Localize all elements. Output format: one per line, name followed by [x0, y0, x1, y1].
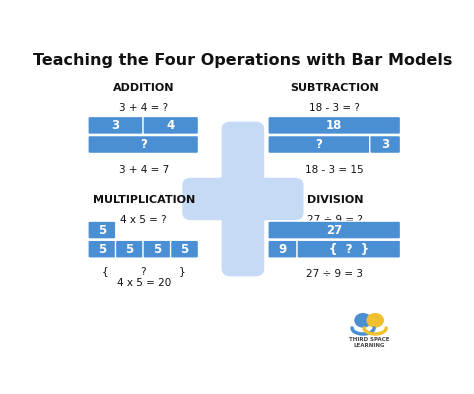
Text: MULTIPLICATION: MULTIPLICATION: [92, 195, 195, 206]
Text: 5: 5: [98, 243, 106, 256]
Text: ?: ?: [140, 138, 146, 151]
Text: {  ?  }: { ? }: [328, 243, 369, 256]
Circle shape: [367, 314, 383, 327]
Text: 18 - 3 = ?: 18 - 3 = ?: [310, 103, 360, 113]
Text: 18: 18: [326, 119, 342, 132]
Text: 5: 5: [181, 243, 189, 256]
Text: THIRD SPACE: THIRD SPACE: [349, 337, 389, 342]
Text: 27: 27: [326, 223, 342, 236]
Text: Teaching the Four Operations with Bar Models: Teaching the Four Operations with Bar Mo…: [33, 54, 453, 69]
Text: 5: 5: [98, 223, 106, 236]
Text: SUBTRACTION: SUBTRACTION: [291, 83, 379, 93]
FancyBboxPatch shape: [182, 178, 303, 220]
FancyBboxPatch shape: [171, 240, 199, 258]
Text: LEARNING: LEARNING: [353, 343, 385, 348]
FancyBboxPatch shape: [88, 136, 199, 154]
Text: ADDITION: ADDITION: [113, 83, 174, 93]
Text: 4 x 5 = 20: 4 x 5 = 20: [117, 278, 171, 288]
FancyBboxPatch shape: [370, 136, 401, 154]
Text: DIVISION: DIVISION: [307, 195, 363, 206]
Text: 27 ÷ 9 = 3: 27 ÷ 9 = 3: [306, 269, 363, 279]
FancyBboxPatch shape: [143, 240, 171, 258]
FancyBboxPatch shape: [268, 221, 401, 239]
FancyBboxPatch shape: [116, 240, 143, 258]
FancyBboxPatch shape: [143, 117, 199, 134]
FancyBboxPatch shape: [268, 117, 401, 134]
Text: ?: ?: [316, 138, 322, 151]
Text: 3: 3: [381, 138, 389, 151]
FancyBboxPatch shape: [88, 221, 116, 239]
FancyBboxPatch shape: [268, 240, 297, 258]
Text: 3 + 4 = 7: 3 + 4 = 7: [118, 165, 169, 175]
Text: 5: 5: [153, 243, 161, 256]
FancyBboxPatch shape: [297, 240, 401, 258]
FancyBboxPatch shape: [88, 117, 143, 134]
FancyBboxPatch shape: [222, 122, 264, 276]
Circle shape: [355, 314, 371, 327]
FancyBboxPatch shape: [268, 136, 370, 154]
Text: 18 - 3 = 15: 18 - 3 = 15: [305, 165, 364, 175]
Text: 9: 9: [279, 243, 287, 256]
Text: 3: 3: [111, 119, 120, 132]
Text: 27 ÷ 9 = ?: 27 ÷ 9 = ?: [307, 215, 363, 225]
Text: 4: 4: [167, 119, 175, 132]
Text: 4 x 5 = ?: 4 x 5 = ?: [120, 215, 167, 225]
FancyBboxPatch shape: [88, 240, 116, 258]
Text: 5: 5: [125, 243, 134, 256]
Text: 3 + 4 = ?: 3 + 4 = ?: [119, 103, 168, 113]
Text: {          ?          }: { ? }: [102, 266, 186, 276]
